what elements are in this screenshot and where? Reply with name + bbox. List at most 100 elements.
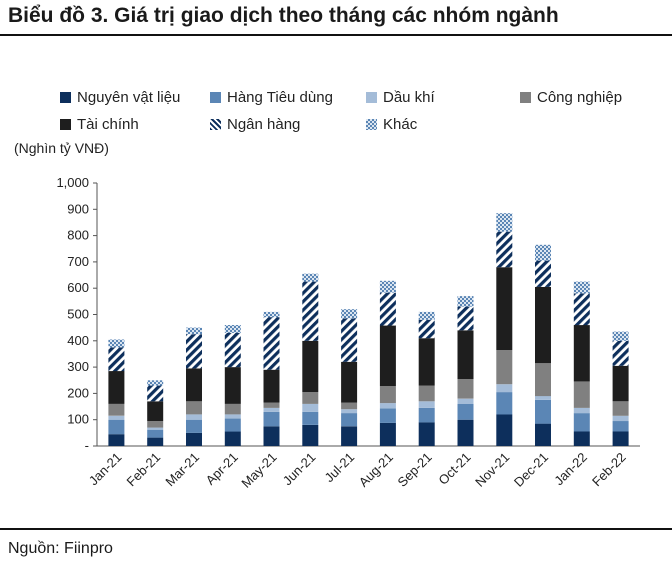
bar-segment: [457, 378, 474, 399]
bar-segment: [457, 419, 474, 446]
legend-label: Dầu khí: [383, 89, 435, 106]
bar-segment: [457, 306, 474, 331]
legend-swatch: [210, 119, 221, 130]
bar-segment: [573, 293, 590, 326]
bar-segment: [379, 403, 396, 409]
bar-segment: [379, 422, 396, 446]
y-tick-label: -: [85, 438, 89, 453]
bar-segment: [418, 407, 435, 423]
legend-label: Tài chính: [77, 116, 139, 133]
bar-segment: [341, 402, 358, 410]
bar-segment: [341, 361, 358, 403]
x-tick-label: Jun-21: [280, 450, 319, 489]
legend-label: Khác: [383, 116, 418, 133]
legend-item: Tài chính: [60, 116, 139, 133]
bar-segment: [341, 318, 358, 362]
bar-segment: [379, 386, 396, 404]
bar-segment: [573, 431, 590, 446]
legend-item: Công nghiệp: [520, 89, 622, 106]
bar-segment: [496, 414, 513, 446]
y-tick-label: 700: [67, 254, 89, 269]
bar-segment: [535, 286, 551, 364]
bar-segment: [108, 434, 125, 446]
bar-segment: [612, 431, 629, 446]
x-tick-label: Feb-22: [589, 450, 629, 490]
legend-item: Ngân hàng: [210, 116, 300, 133]
bar-segment: [224, 431, 241, 446]
bar-segment: [263, 426, 280, 446]
bar-segment: [612, 421, 629, 432]
bar-segment: [224, 332, 241, 368]
legend-swatch: [60, 92, 71, 103]
bar-segment: [108, 347, 125, 372]
bar-segment: [302, 403, 319, 412]
bar-segment: [108, 403, 125, 416]
bar-segment: [263, 407, 280, 412]
bar-segment: [186, 401, 202, 415]
bar-segment: [612, 365, 629, 402]
legend-swatch: [520, 92, 531, 103]
legend-label: Nguyên vật liệu: [77, 89, 181, 106]
y-tick-label: 900: [67, 201, 89, 216]
unit-label: (Nghìn tỷ VNĐ): [14, 140, 109, 156]
bar-segment: [457, 403, 474, 420]
legend-label: Công nghiệp: [537, 89, 623, 106]
bar-segment: [612, 415, 629, 422]
x-tick-label: Jul-21: [322, 450, 358, 486]
x-tick-label: Jan-21: [86, 450, 125, 489]
bar-segment: [418, 338, 435, 386]
bar-segment: [224, 403, 241, 415]
x-tick-label: Dec-21: [511, 450, 551, 490]
bar-segment: [612, 401, 629, 416]
y-tick-label: 200: [67, 385, 89, 400]
legend-swatch: [60, 119, 71, 130]
x-tick-label: Oct-21: [435, 450, 473, 488]
bar-segment: [186, 334, 202, 369]
bar-segment: [263, 317, 280, 370]
x-tick-label: Feb-21: [124, 450, 164, 490]
x-tick-label: May-21: [238, 450, 279, 491]
bar-segment: [147, 429, 164, 438]
legend-item: Hàng Tiêu dùng: [210, 89, 333, 106]
bar-segment: [302, 411, 319, 425]
bar-segment: [341, 413, 358, 427]
bar-segment: [418, 401, 435, 408]
x-tick-label: Nov-21: [472, 450, 512, 490]
bar-segment: [263, 369, 280, 403]
bar-segment: [379, 408, 396, 423]
bar-segment: [535, 244, 551, 261]
bar-segment: [573, 281, 590, 294]
bar-segment: [186, 432, 202, 446]
bar-segment: [535, 260, 551, 287]
bar-segment: [379, 280, 396, 293]
bar-segment: [457, 330, 474, 379]
bar-segment: [418, 311, 435, 320]
bar-segment: [263, 402, 280, 408]
bar-segment: [457, 398, 474, 404]
bar-segment: [186, 327, 202, 335]
bar-segment: [496, 384, 513, 393]
bar-segment: [496, 213, 513, 232]
bar-segment: [535, 363, 551, 397]
bar-segment: [573, 413, 590, 432]
bar-segment: [379, 292, 396, 326]
bar-segment: [302, 273, 319, 282]
title-rule: [0, 34, 672, 36]
chart-title: Biểu đồ 3. Giá trị giao dịch theo tháng …: [8, 4, 559, 27]
x-tick-label: Aug-21: [356, 450, 396, 490]
bar-segment: [418, 319, 435, 339]
bar-segment: [147, 385, 164, 402]
bar-segment: [108, 371, 125, 404]
bar-segment: [341, 426, 358, 446]
bar-segment: [108, 419, 125, 435]
legend-item: Nguyên vật liệu: [60, 89, 180, 106]
bar-segment: [496, 267, 513, 350]
bar-segment: [147, 437, 164, 446]
bar-segment: [341, 309, 358, 319]
bar-segment: [418, 422, 435, 446]
bar-segment: [573, 407, 590, 414]
legend-label: Ngân hàng: [227, 116, 301, 133]
bar-segment: [302, 281, 319, 341]
x-tick-label: Sep-21: [395, 450, 435, 490]
bar-segment: [457, 296, 474, 307]
